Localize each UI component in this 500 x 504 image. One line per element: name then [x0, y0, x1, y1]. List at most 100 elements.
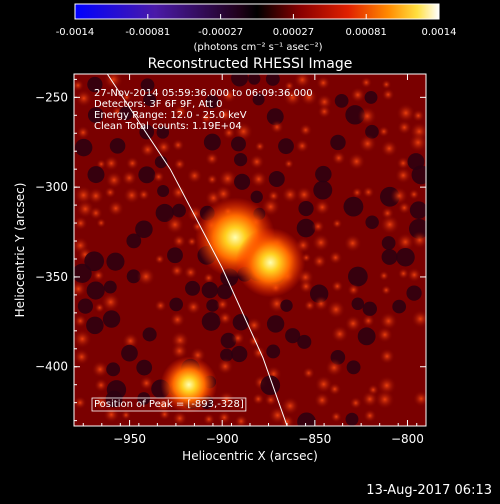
- residual-bright-patch: [270, 120, 284, 134]
- residual-dark-patch: [169, 297, 184, 312]
- residual-bright-patch: [379, 214, 400, 235]
- residual-bright-patch: [216, 297, 230, 312]
- x-axis: −950 −900 −850 −800: [82, 74, 424, 446]
- residual-dark-patch: [250, 190, 263, 204]
- residual-bright-patch: [217, 106, 233, 123]
- residual-bright-patch: [331, 218, 343, 229]
- x-axis-label: Heliocentric X (arcsec): [182, 449, 318, 463]
- residual-bright-patch: [158, 408, 171, 421]
- residual-bright-patch: [74, 314, 87, 328]
- residual-bright-patch: [358, 134, 377, 153]
- residual-bright-patch: [218, 311, 233, 326]
- residual-bright-patch: [206, 173, 218, 186]
- x-tick-label: −800: [391, 432, 424, 446]
- residual-bright-patch: [103, 74, 124, 90]
- image-area: [74, 74, 426, 426]
- y-tick-label: −250: [35, 90, 68, 104]
- annotation-block: 27-Nov-2014 05:59:36.000 to 06:09:36.000…: [94, 88, 313, 132]
- residual-bright-patch: [216, 358, 234, 375]
- residual-bright-patch: [378, 270, 390, 281]
- residual-bright-patch: [299, 87, 318, 107]
- residual-dark-patch: [135, 220, 153, 239]
- residual-dark-patch: [137, 392, 151, 405]
- residual-bright-patch: [311, 219, 325, 234]
- residual-bright-patch: [139, 141, 156, 158]
- residual-bright-patch: [87, 187, 105, 205]
- residual-bright-patch: [408, 188, 420, 200]
- residual-dark-patch: [268, 170, 285, 187]
- y-axis-label: Heliocentric Y (arcsec): [13, 183, 27, 318]
- annotation-line: Clean Total counts: 1.19E+04: [94, 121, 242, 132]
- residual-bright-patch: [328, 382, 342, 396]
- residual-bright-patch: [170, 342, 189, 360]
- residual-dark-patch: [231, 136, 246, 152]
- colorbar-tick-label: -0.00081: [125, 27, 170, 38]
- residual-bright-patch: [381, 88, 395, 101]
- residual-dark-patch: [233, 152, 248, 167]
- residual-bright-patch: [173, 157, 186, 171]
- residual-bright-patch: [234, 414, 248, 426]
- residual-dark-patch: [231, 345, 248, 363]
- peak-label-box: [91, 397, 247, 412]
- residual-bright-patch: [120, 409, 132, 421]
- residual-bright-patch: [247, 334, 261, 348]
- residual-dark-patch: [74, 263, 92, 284]
- peak-position-label: Position of Peak = [-893,-328]: [94, 399, 244, 410]
- residual-dark-patch: [357, 327, 376, 346]
- residual-bright-patch: [406, 267, 422, 283]
- residual-dark-patch: [345, 412, 359, 426]
- residual-bright-patch: [218, 169, 238, 189]
- residual-dark-patch: [154, 155, 168, 169]
- residual-bright-patch: [204, 151, 220, 166]
- annotation-line: Energy Range: 12.0 - 25.0 keV: [94, 110, 247, 121]
- residual-dark-patch: [74, 138, 93, 157]
- residual-dark-patch: [315, 165, 332, 183]
- residual-bright-patch: [170, 184, 187, 201]
- residual-dark-patch: [140, 78, 155, 93]
- residual-bright-patch: [202, 413, 216, 426]
- residual-dark-patch: [381, 236, 396, 250]
- residual-dark-patch: [77, 298, 94, 314]
- colorbar-tick-label: 0.00081: [346, 27, 387, 38]
- y-tick-label: −400: [35, 360, 68, 374]
- residual-dark-patch: [106, 362, 121, 377]
- residual-dark-patch: [381, 248, 398, 265]
- residual-bright-patch: [326, 300, 346, 319]
- residual-dark-patch: [86, 316, 104, 335]
- residual-bright-patch: [123, 186, 141, 204]
- residual-bright-patch: [328, 250, 343, 265]
- residual-bright-patch: [254, 141, 266, 152]
- colorbar-tick-label: -0.0014: [56, 27, 95, 38]
- residual-dark-patch: [86, 281, 105, 300]
- residual-dark-patch: [185, 280, 201, 296]
- y-axis: −250 −300 −350 −400: [35, 78, 426, 422]
- residual-bright-patch: [396, 103, 416, 123]
- residual-bright-patch: [173, 104, 188, 119]
- residual-dark-patch: [364, 90, 378, 104]
- residual-dark-patch: [297, 412, 316, 426]
- residual-bright-patch: [104, 186, 117, 199]
- x-tick-label: −900: [206, 432, 239, 446]
- residual-bright-patch: [233, 121, 254, 142]
- residual-dark-patch: [102, 310, 121, 328]
- residual-dark-patch: [411, 165, 426, 185]
- x-tick-label: −950: [113, 432, 146, 446]
- residual-bright-patch: [172, 410, 188, 426]
- residual-dark-patch: [84, 251, 105, 272]
- colorbar-ticks: -0.0014 -0.00081 -0.00027 0.00027 0.00081 0.0…: [56, 14, 457, 38]
- residual-bright-patch: [74, 280, 87, 298]
- residual-bright-patch: [351, 187, 363, 199]
- residual-bright-patch: [137, 188, 150, 201]
- residual-bright-patch: [185, 299, 202, 315]
- residual-bright-patch: [299, 123, 313, 137]
- residual-bright-patch: [264, 393, 278, 407]
- residual-bright-patch: [171, 138, 185, 152]
- residual-bright-patch: [331, 280, 344, 293]
- residual-bright-patch: [293, 74, 312, 89]
- residual-bright-patch: [357, 106, 377, 126]
- residual-bright-patch: [397, 267, 410, 280]
- residual-bright-patch: [411, 109, 425, 123]
- residual-bright-patch: [94, 378, 109, 393]
- residual-dark-patch: [313, 180, 333, 200]
